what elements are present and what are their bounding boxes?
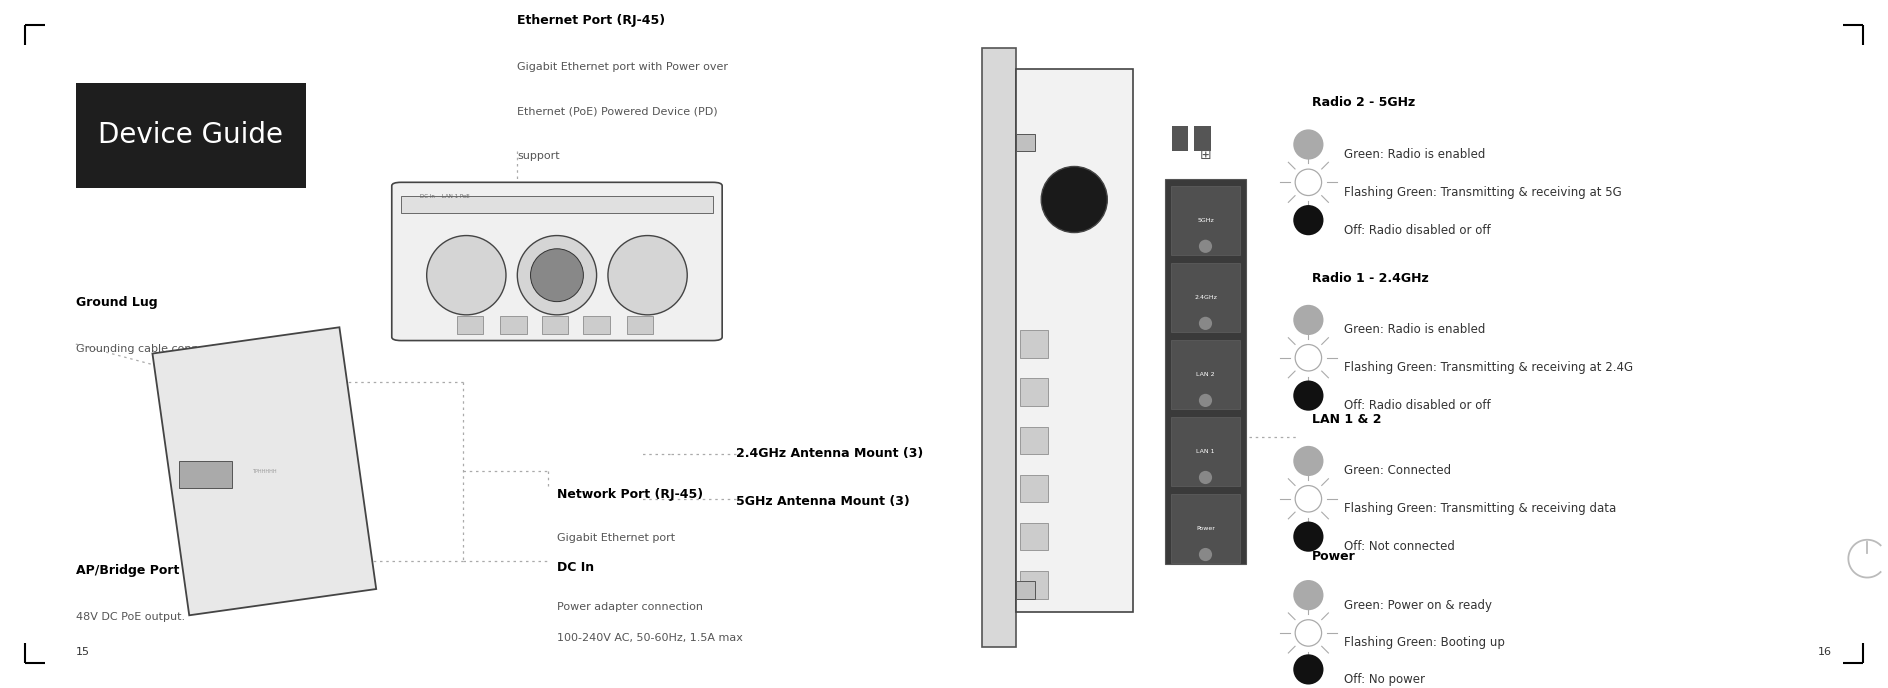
Bar [1171, 126, 1189, 143]
Text: Green: Radio is enabled: Green: Radio is enabled [1344, 148, 1486, 161]
Bar [179, 461, 232, 488]
Bar [1193, 134, 1210, 151]
Bar [1171, 494, 1240, 563]
Text: Off: Not connected: Off: Not connected [1344, 540, 1456, 553]
Polygon shape [153, 327, 376, 615]
Text: Flashing Green: Booting up: Flashing Green: Booting up [1344, 636, 1505, 649]
Text: ⊞: ⊞ [1199, 148, 1212, 162]
Ellipse shape [1199, 471, 1212, 484]
Bar [1171, 340, 1240, 409]
Text: 2.4GHz: 2.4GHz [1193, 294, 1218, 300]
Text: 2.4GHz Antenna Mount (3): 2.4GHz Antenna Mount (3) [736, 447, 923, 460]
Bar [1020, 330, 1048, 358]
Bar [1020, 475, 1048, 502]
Text: Power: Power [1197, 526, 1214, 531]
Ellipse shape [1293, 580, 1323, 610]
Ellipse shape [427, 235, 506, 315]
Ellipse shape [1293, 305, 1323, 335]
Text: Green: Radio is enabled: Green: Radio is enabled [1344, 323, 1486, 336]
Text: 16: 16 [1818, 647, 1831, 657]
Bar [1171, 186, 1240, 255]
Text: Ground Lug: Ground Lug [76, 296, 157, 309]
Text: Ethernet (PoE) Powered Device (PD): Ethernet (PoE) Powered Device (PD) [517, 107, 717, 117]
Bar [1020, 378, 1048, 406]
Bar [457, 316, 483, 334]
Ellipse shape [1293, 205, 1323, 235]
Text: Power adapter connection: Power adapter connection [557, 602, 702, 612]
Text: 15: 15 [76, 647, 89, 657]
Ellipse shape [1199, 548, 1212, 561]
FancyBboxPatch shape [391, 182, 721, 341]
Bar [1016, 581, 1035, 599]
Text: Device Guide: Device Guide [98, 121, 283, 149]
Text: Green: Connected: Green: Connected [1344, 464, 1452, 477]
Bar [1171, 417, 1240, 486]
FancyBboxPatch shape [76, 83, 306, 188]
Text: LAN 2: LAN 2 [1197, 372, 1214, 377]
Bar [1020, 523, 1048, 550]
Bar [1016, 134, 1035, 151]
Bar [400, 196, 712, 213]
Bar [1165, 179, 1246, 564]
Text: Off: Radio disabled or off: Off: Radio disabled or off [1344, 224, 1492, 237]
Text: DC In: DC In [557, 561, 595, 574]
Bar [1171, 134, 1189, 151]
Text: LAN 1 & 2: LAN 1 & 2 [1312, 413, 1382, 426]
Ellipse shape [1293, 446, 1323, 476]
Text: 48V DC PoE output.: 48V DC PoE output. [76, 612, 185, 623]
Text: Gigabit Ethernet port with Power over: Gigabit Ethernet port with Power over [517, 62, 729, 72]
Text: DC In    LAN 1 PoE: DC In LAN 1 PoE [419, 193, 470, 199]
Text: 5GHz Antenna Mount (3): 5GHz Antenna Mount (3) [736, 495, 910, 508]
Ellipse shape [1293, 522, 1323, 552]
Text: Flashing Green: Transmitting & receiving data: Flashing Green: Transmitting & receiving… [1344, 502, 1616, 515]
Ellipse shape [1199, 394, 1212, 407]
Text: Flashing Green: Transmitting & receiving at 2.4G: Flashing Green: Transmitting & receiving… [1344, 361, 1633, 374]
Bar [627, 316, 653, 334]
Text: Off: Radio disabled or off: Off: Radio disabled or off [1344, 399, 1492, 412]
Ellipse shape [517, 235, 597, 315]
Bar [1193, 126, 1210, 143]
Bar [1016, 69, 1133, 612]
Bar [583, 316, 610, 334]
Text: TPHHHHH: TPHHHHH [251, 469, 278, 474]
Text: Radio 2 - 5GHz: Radio 2 - 5GHz [1312, 96, 1416, 109]
Text: 5GHz: 5GHz [1197, 217, 1214, 223]
Ellipse shape [1293, 654, 1323, 685]
Bar [500, 316, 527, 334]
Bar [982, 48, 1016, 647]
Text: AP/Bridge Port (RJ-45): AP/Bridge Port (RJ-45) [76, 564, 232, 577]
Text: Green: Power on & ready: Green: Power on & ready [1344, 599, 1492, 612]
Text: Radio 1 - 2.4GHz: Radio 1 - 2.4GHz [1312, 272, 1429, 285]
Ellipse shape [1293, 380, 1323, 411]
Bar [1020, 571, 1048, 599]
Text: Gigabit Ethernet port: Gigabit Ethernet port [557, 533, 676, 544]
Text: LAN 1: LAN 1 [1197, 449, 1214, 454]
Bar [1020, 427, 1048, 454]
Ellipse shape [1042, 166, 1106, 233]
Ellipse shape [1199, 316, 1212, 330]
Ellipse shape [1293, 129, 1323, 160]
Text: 100-240V AC, 50-60Hz, 1.5A max: 100-240V AC, 50-60Hz, 1.5A max [557, 633, 742, 643]
Text: Power: Power [1312, 550, 1356, 563]
Text: Off: No power: Off: No power [1344, 673, 1425, 686]
Text: Flashing Green: Transmitting & receiving at 5G: Flashing Green: Transmitting & receiving… [1344, 186, 1622, 199]
Text: Grounding cable connection: Grounding cable connection [76, 344, 232, 354]
Bar [542, 316, 568, 334]
Text: Network Port (RJ-45): Network Port (RJ-45) [557, 488, 702, 502]
Text: Ethernet Port (RJ-45): Ethernet Port (RJ-45) [517, 14, 665, 27]
Text: support: support [517, 151, 561, 162]
Ellipse shape [1199, 239, 1212, 253]
Bar [1171, 263, 1240, 332]
Ellipse shape [531, 249, 583, 301]
Ellipse shape [608, 235, 687, 315]
